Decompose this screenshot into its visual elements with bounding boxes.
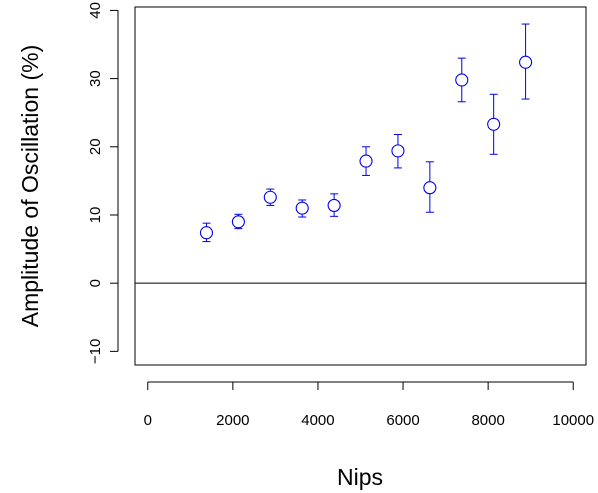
point-marker: [391, 144, 405, 158]
point-marker: [455, 73, 469, 87]
x-tick-label: 6000: [386, 412, 419, 429]
x-tick-label: 4000: [301, 412, 334, 429]
x-axis-title: Nips: [337, 464, 383, 490]
y-tick-label: 20: [87, 138, 104, 155]
y-axis-title: Amplitude of Oscillation (%): [17, 45, 43, 328]
data-point: [263, 188, 277, 206]
point-marker: [359, 154, 373, 168]
point-marker: [423, 181, 437, 195]
data-point: [487, 93, 501, 155]
point-marker: [519, 55, 533, 69]
data-point: [359, 146, 373, 176]
plot-frame: [134, 6, 587, 366]
data-point: [327, 193, 341, 217]
data-point: [455, 57, 469, 103]
y-tick-label: 30: [87, 70, 104, 87]
data-point: [519, 23, 533, 100]
point-marker: [295, 201, 309, 215]
point-marker: [487, 117, 501, 131]
y-tick-label: 40: [87, 2, 104, 19]
point-marker: [263, 190, 277, 204]
data-point: [391, 134, 405, 169]
data-point: [423, 161, 437, 213]
x-tick-label: 0: [144, 412, 152, 429]
point-marker: [231, 215, 245, 229]
data-point: [295, 199, 309, 218]
data-point: [231, 213, 245, 230]
x-tick-label: 10000: [552, 412, 594, 429]
x-tick-label: 8000: [471, 412, 504, 429]
y-tick-label: 0: [87, 279, 104, 287]
data-point: [199, 222, 214, 243]
y-tick-label: −10: [87, 339, 104, 364]
point-marker: [327, 198, 341, 212]
x-tick-label: 2000: [216, 412, 249, 429]
point-marker: [199, 226, 214, 240]
y-tick-label: 10: [87, 207, 104, 224]
